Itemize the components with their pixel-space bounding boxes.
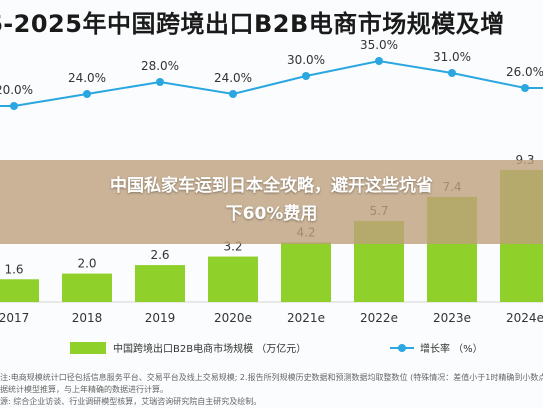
article-title-line-2: 下60%费用 [225, 204, 318, 224]
legend-line-marker [398, 344, 406, 352]
article-title[interactable]: 中国私家车运到日本全攻略，避开这些坑省 下60%费用 [0, 172, 543, 228]
x-tick-label: 2022e [360, 311, 398, 325]
growth-rate-label: 24.0% [68, 71, 106, 85]
growth-rate-point [302, 72, 310, 80]
footnote-line-3: 源: 综合企业访谈、行业调研模型核算，艾瑞咨询研究院自主研究及绘制。 [0, 397, 262, 406]
x-tick-label: 2023e [433, 311, 471, 325]
x-tick-label: 2021e [287, 311, 325, 325]
growth-rate-point [521, 84, 529, 92]
growth-rate-point [229, 90, 237, 98]
bar [281, 242, 331, 302]
bar-value-label: 2.6 [150, 248, 169, 262]
bar [62, 273, 112, 302]
growth-rate-point [83, 90, 91, 98]
growth-rate-label: 26.0% [506, 65, 543, 79]
article-title-overlay[interactable] [0, 160, 543, 244]
legend-line-label: 增长率 （%） [420, 342, 483, 355]
chart-title: 6-2025年中国跨境出口B2B电商市场规模及增 [0, 10, 505, 38]
bar [208, 256, 258, 302]
growth-rate-label: 35.0% [360, 38, 398, 52]
bar-value-label: 1.6 [4, 262, 23, 276]
growth-rate-point [10, 102, 18, 110]
growth-rate-point [375, 57, 383, 65]
growth-rate-label: 28.0% [141, 59, 179, 73]
growth-rate-point [156, 78, 164, 86]
x-tick-label: 2017 [0, 311, 29, 325]
footnote-line-2: 据统计模型推算，与上年精确的数据进行计算。 [0, 385, 168, 394]
footnote-line-1: 注:电商规模统计口径包括信息服务平台、交易平台及线上交易规模; 2.报告所列规模… [0, 373, 543, 382]
x-tick-label: 2018 [72, 311, 103, 325]
article-title-line-1: 中国私家车运到日本全攻略，避开这些坑省 [110, 176, 433, 196]
growth-rate-label: 20.0% [0, 83, 33, 97]
growth-rate-line [0, 59, 543, 107]
x-tick-label: 2019 [145, 311, 176, 325]
bar-value-label: 2.0 [77, 257, 96, 271]
legend-bar-swatch [70, 342, 106, 354]
growth-rate-label: 31.0% [433, 50, 471, 64]
bar [135, 265, 185, 302]
legend-bar-label: 中国跨境出口B2B电商市场规模 （万亿元） [113, 342, 306, 355]
growth-rate-label: 24.0% [214, 71, 252, 85]
x-tick-label: 2020e [214, 311, 252, 325]
growth-rate-point [448, 69, 456, 77]
growth-rate-label: 30.0% [287, 53, 325, 67]
x-tick-label: 2024e [506, 311, 543, 325]
chart-footnote: 注:电商规模统计口径包括信息服务平台、交易平台及线上交易规模; 2.报告所列规模… [0, 372, 543, 408]
bar [0, 279, 39, 302]
